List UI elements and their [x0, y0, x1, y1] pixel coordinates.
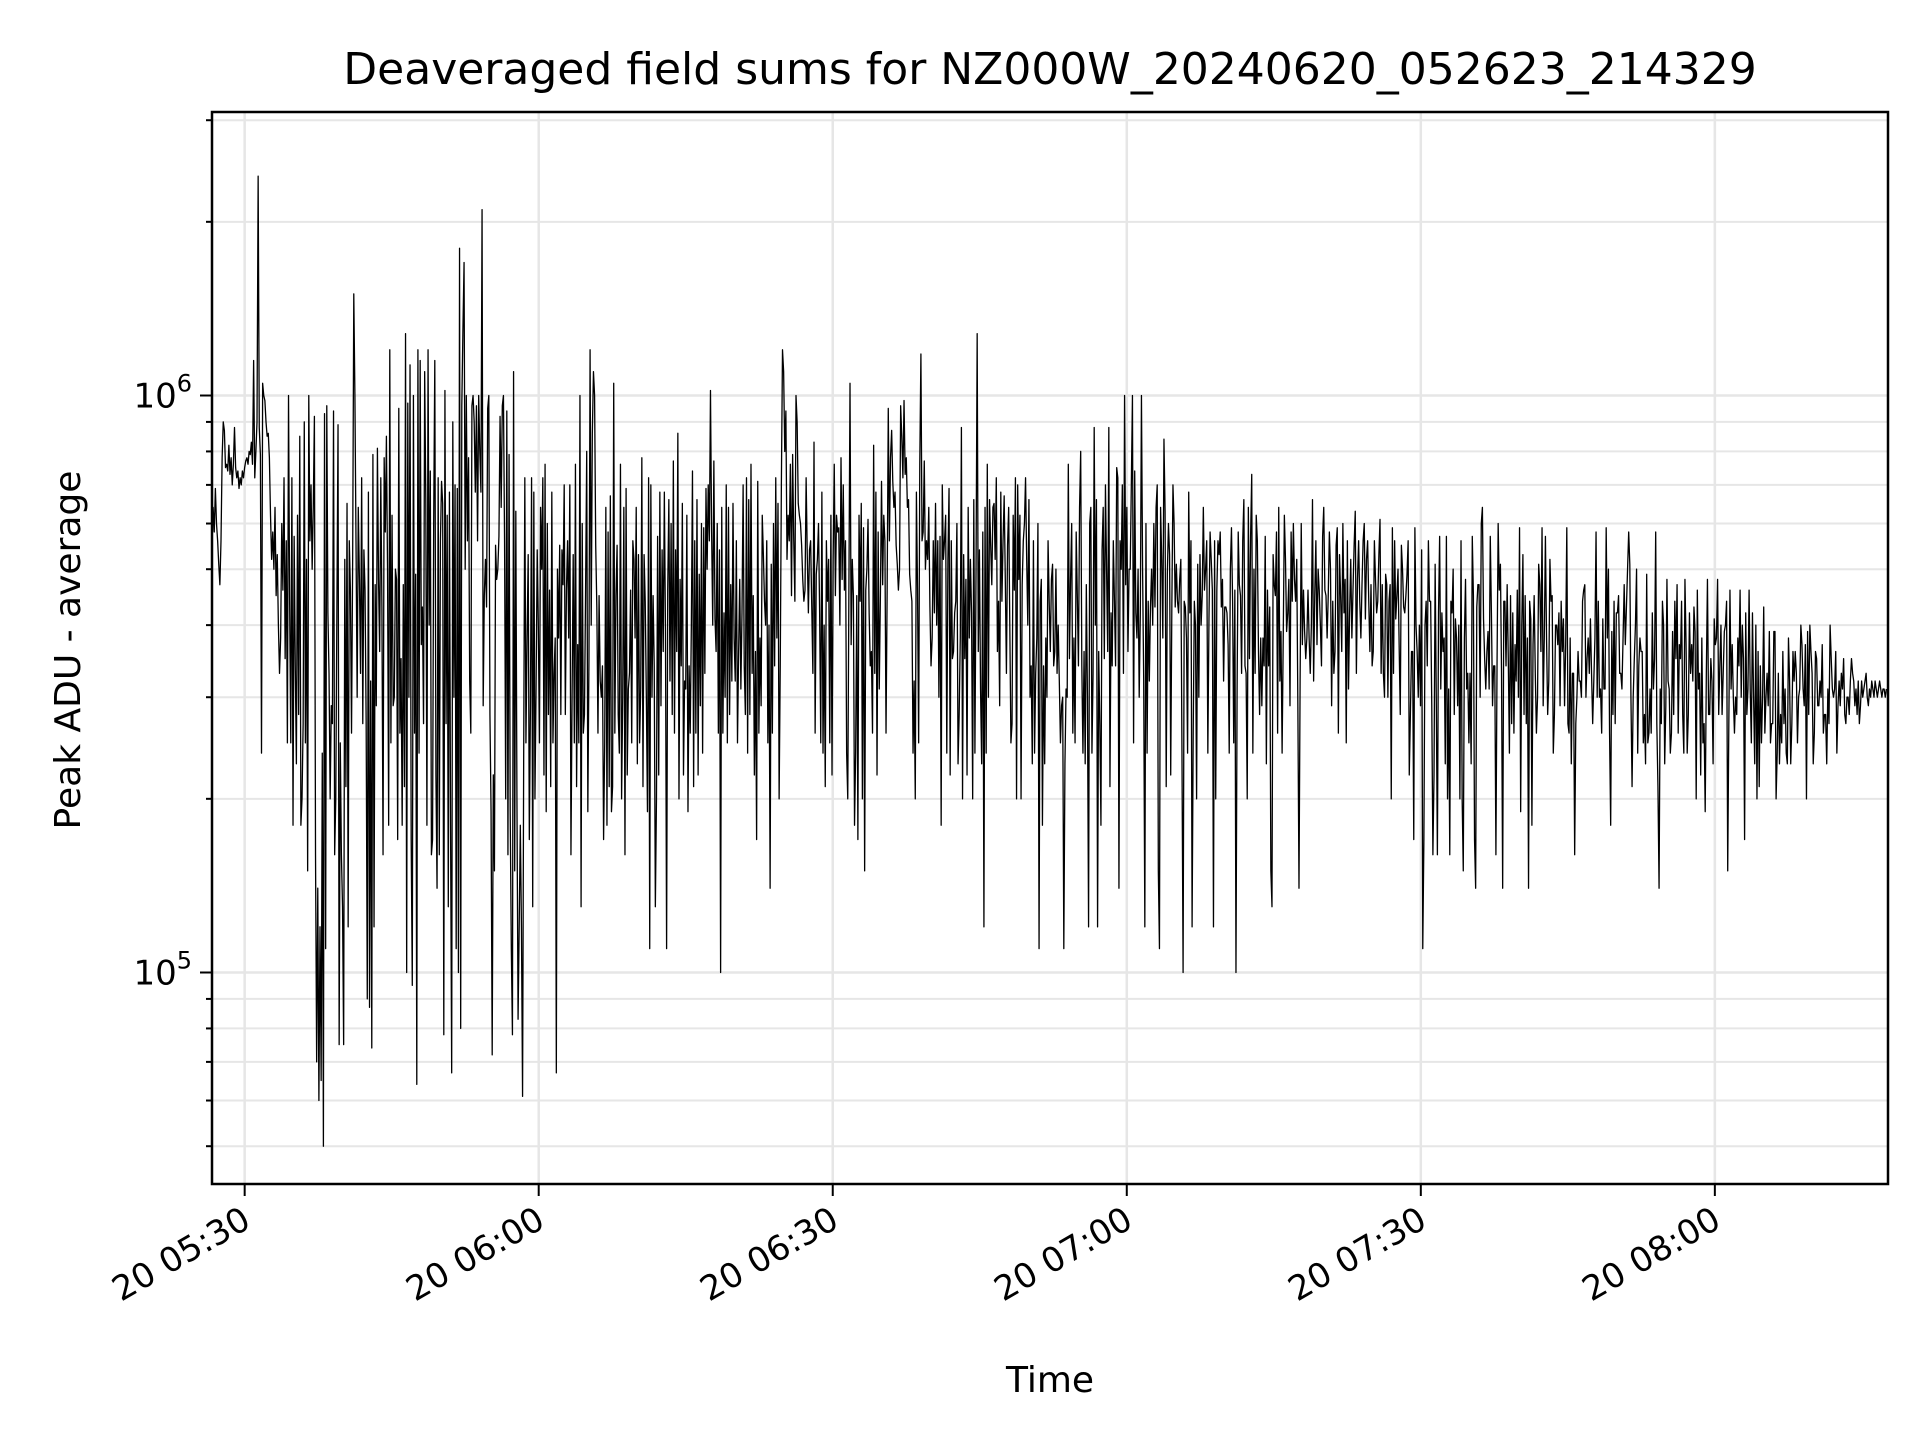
plot-frame [210, 110, 1890, 1186]
x-axis-label: Time [1005, 1360, 1094, 1401]
y-tick-label: 106 [133, 370, 192, 417]
series-line [211, 175, 1888, 1147]
y-tick-base: 10 [133, 954, 176, 994]
y-tick-base: 10 [133, 377, 176, 417]
y-tick-label: 105 [133, 947, 192, 994]
series-layer [211, 175, 1888, 1147]
y-tick-exponent: 6 [177, 370, 192, 398]
y-axis-label: Peak ADU - average [48, 471, 89, 830]
y-tick-exponent: 5 [177, 947, 192, 975]
chart-title: Deaveraged field sums for NZ000W_2024062… [343, 44, 1756, 95]
